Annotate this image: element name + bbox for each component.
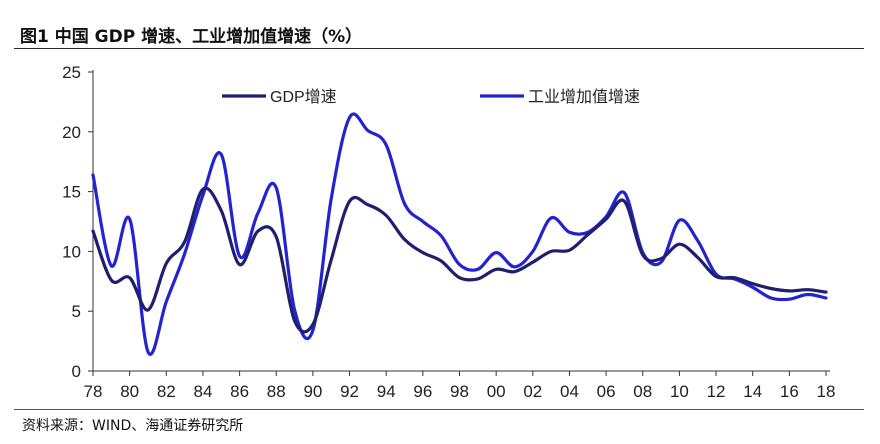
y-tick-label: 15 (62, 183, 81, 202)
x-tick-label: 02 (523, 382, 542, 401)
y-tick-label: 0 (72, 362, 81, 381)
x-tick-label: 90 (303, 382, 322, 401)
x-tick-label: 94 (377, 382, 396, 401)
chart-legend: GDP增速 工业增加值增速 (222, 88, 640, 106)
x-tick-label: 84 (193, 382, 212, 401)
x-tick-label: 14 (743, 382, 762, 401)
x-tick-label: 06 (597, 382, 616, 401)
figure-title-bar: 图1 中国 GDP 增速、工业增加值增速（%） (14, 18, 864, 49)
x-tick-label: 18 (817, 382, 836, 401)
x-tick-label: 00 (487, 382, 506, 401)
x-tick-label: 80 (120, 382, 139, 401)
x-tick-label: 08 (633, 382, 652, 401)
figure-title: 图1 中国 GDP 增速、工业增加值增速（%） (20, 27, 363, 47)
chart-series-layer (91, 112, 828, 356)
y-tick-label: 25 (62, 63, 81, 82)
chart-axes: 0 5 10 15 20 25 78 80 82 84 86 88 90 92 94 96 98 00 02 04 06… (62, 63, 835, 401)
x-tick-label: 82 (157, 382, 176, 401)
x-tick-label: 86 (230, 382, 249, 401)
source-note: 资料来源：WIND、海通证券研究所 (22, 418, 244, 434)
x-tick-label: 04 (560, 382, 579, 401)
legend-label: 工业增加值增速 (528, 88, 640, 106)
x-tick-label: 98 (450, 382, 469, 401)
series-line-industrial (91, 112, 828, 356)
y-tick-label: 10 (62, 242, 81, 261)
x-tick-label: 16 (780, 382, 799, 401)
x-tick-label: 88 (267, 382, 286, 401)
x-tick-label: 92 (340, 382, 359, 401)
x-tick-label: 96 (413, 382, 432, 401)
x-tick-label: 12 (707, 382, 726, 401)
footer-divider (14, 409, 864, 410)
x-tick-label: 78 (84, 382, 103, 401)
legend-label: GDP增速 (270, 88, 337, 106)
y-tick-label: 5 (72, 302, 81, 321)
x-tick-label: 10 (670, 382, 689, 401)
series-line-gdp (91, 186, 828, 334)
y-tick-label: 20 (62, 123, 81, 142)
